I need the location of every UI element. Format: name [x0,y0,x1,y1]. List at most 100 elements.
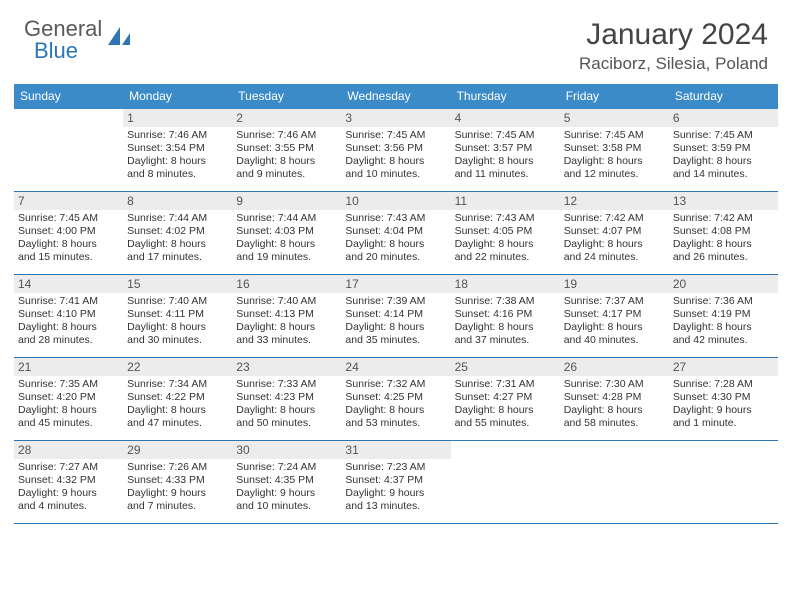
week-row: 7Sunrise: 7:45 AMSunset: 4:00 PMDaylight… [14,192,778,275]
day-cell [669,441,778,523]
dow-sunday: Sunday [14,84,123,109]
sunrise-line: Sunrise: 7:32 AM [345,378,446,391]
day-cell: 4Sunrise: 7:45 AMSunset: 3:57 PMDaylight… [451,109,560,191]
dow-wednesday: Wednesday [341,84,450,109]
daylight-line-1: Daylight: 8 hours [345,155,446,168]
sunset-line: Sunset: 3:58 PM [564,142,665,155]
daylight-line-1: Daylight: 8 hours [236,321,337,334]
sunrise-line: Sunrise: 7:45 AM [673,129,774,142]
dow-monday: Monday [123,84,232,109]
logo-text-blue: Blue [34,40,102,62]
sunrise-line: Sunrise: 7:38 AM [455,295,556,308]
daylight-line-2: and 8 minutes. [127,168,228,181]
logo-sail-icon [104,25,132,56]
sunrise-line: Sunrise: 7:45 AM [345,129,446,142]
day-number: 3 [341,109,450,127]
sunset-line: Sunset: 4:25 PM [345,391,446,404]
daylight-line-1: Daylight: 8 hours [127,155,228,168]
daylight-line-1: Daylight: 8 hours [564,238,665,251]
day-cell: 13Sunrise: 7:42 AMSunset: 4:08 PMDayligh… [669,192,778,274]
sunrise-line: Sunrise: 7:45 AM [564,129,665,142]
sunset-line: Sunset: 4:07 PM [564,225,665,238]
day-cell: 25Sunrise: 7:31 AMSunset: 4:27 PMDayligh… [451,358,560,440]
sunrise-line: Sunrise: 7:23 AM [345,461,446,474]
day-of-week-header: Sunday Monday Tuesday Wednesday Thursday… [14,84,778,109]
sunrise-line: Sunrise: 7:34 AM [127,378,228,391]
day-cell: 22Sunrise: 7:34 AMSunset: 4:22 PMDayligh… [123,358,232,440]
day-number: 10 [341,192,450,210]
week-row: 14Sunrise: 7:41 AMSunset: 4:10 PMDayligh… [14,275,778,358]
day-cell: 5 Sunrise: 7:45 AMSunset: 3:58 PMDaylight… [560,109,669,191]
sunrise-line: Sunrise: 7:46 AM [236,129,337,142]
daylight-line-2: and 37 minutes. [455,334,556,347]
day-number: 24 [341,358,450,376]
sunset-line: Sunset: 4:35 PM [236,474,337,487]
daylight-line-2: and 11 minutes. [455,168,556,181]
week-row: 28Sunrise: 7:27 AMSunset: 4:32 PMDayligh… [14,441,778,524]
sunrise-line: Sunrise: 7:39 AM [345,295,446,308]
day-number: 11 [451,192,560,210]
sunset-line: Sunset: 4:04 PM [345,225,446,238]
sunset-line: Sunset: 4:00 PM [18,225,119,238]
dow-saturday: Saturday [669,84,778,109]
daylight-line-1: Daylight: 8 hours [564,155,665,168]
sunset-line: Sunset: 4:05 PM [455,225,556,238]
daylight-line-1: Daylight: 8 hours [236,155,337,168]
sunset-line: Sunset: 4:27 PM [455,391,556,404]
day-cell: 19Sunrise: 7:37 AMSunset: 4:17 PMDayligh… [560,275,669,357]
week-row: 21Sunrise: 7:35 AMSunset: 4:20 PMDayligh… [14,358,778,441]
day-cell: 24Sunrise: 7:32 AMSunset: 4:25 PMDayligh… [341,358,450,440]
daylight-line-2: and 1 minute. [673,417,774,430]
dow-tuesday: Tuesday [232,84,341,109]
sunrise-line: Sunrise: 7:26 AM [127,461,228,474]
day-cell [14,109,123,191]
day-cell: 2Sunrise: 7:46 AMSunset: 3:55 PMDaylight… [232,109,341,191]
day-cell: 10 Sunrise: 7:43 AMSunset: 4:04 PMDayligh… [341,192,450,274]
day-number: 23 [232,358,341,376]
daylight-line-2: and 47 minutes. [127,417,228,430]
sunrise-line: Sunrise: 7:36 AM [673,295,774,308]
day-number: 6 [669,109,778,127]
daylight-line-2: and 26 minutes. [673,251,774,264]
daylight-line-2: and 30 minutes. [127,334,228,347]
daylight-line-2: and 13 minutes. [345,500,446,513]
day-number: 7 [14,192,123,210]
day-cell: 6Sunrise: 7:45 AMSunset: 3:59 PMDaylight… [669,109,778,191]
title-block: January 2024 Raciborz, Silesia, Poland [579,18,768,74]
sunset-line: Sunset: 4:13 PM [236,308,337,321]
sunset-line: Sunset: 4:11 PM [127,308,228,321]
day-number: 21 [14,358,123,376]
daylight-line-2: and 17 minutes. [127,251,228,264]
day-number: 13 [669,192,778,210]
day-number: 22 [123,358,232,376]
month-title: January 2024 [579,18,768,52]
daylight-line-2: and 10 minutes. [345,168,446,181]
sunrise-line: Sunrise: 7:44 AM [127,212,228,225]
sunrise-line: Sunrise: 7:43 AM [345,212,446,225]
daylight-line-1: Daylight: 8 hours [564,321,665,334]
daylight-line-2: and 9 minutes. [236,168,337,181]
sunrise-line: Sunrise: 7:37 AM [564,295,665,308]
day-cell: 18Sunrise: 7:38 AMSunset: 4:16 PMDayligh… [451,275,560,357]
day-number: 2 [232,109,341,127]
day-cell: 7Sunrise: 7:45 AMSunset: 4:00 PMDaylight… [14,192,123,274]
logo: General Blue [24,18,132,62]
daylight-line-2: and 7 minutes. [127,500,228,513]
day-cell: 20Sunrise: 7:36 AMSunset: 4:19 PMDayligh… [669,275,778,357]
day-cell [560,441,669,523]
sunset-line: Sunset: 4:19 PM [673,308,774,321]
daylight-line-2: and 19 minutes. [236,251,337,264]
daylight-line-1: Daylight: 8 hours [345,238,446,251]
sunset-line: Sunset: 4:08 PM [673,225,774,238]
daylight-line-1: Daylight: 9 hours [127,487,228,500]
sunset-line: Sunset: 4:10 PM [18,308,119,321]
day-number: 26 [560,358,669,376]
day-number: 5 [560,109,669,127]
header: General Blue January 2024 Raciborz, Sile… [0,0,792,84]
sunset-line: Sunset: 4:14 PM [345,308,446,321]
day-cell: 15Sunrise: 7:40 AMSunset: 4:11 PMDayligh… [123,275,232,357]
daylight-line-1: Daylight: 8 hours [127,404,228,417]
daylight-line-2: and 45 minutes. [18,417,119,430]
daylight-line-1: Daylight: 9 hours [345,487,446,500]
sunset-line: Sunset: 4:20 PM [18,391,119,404]
